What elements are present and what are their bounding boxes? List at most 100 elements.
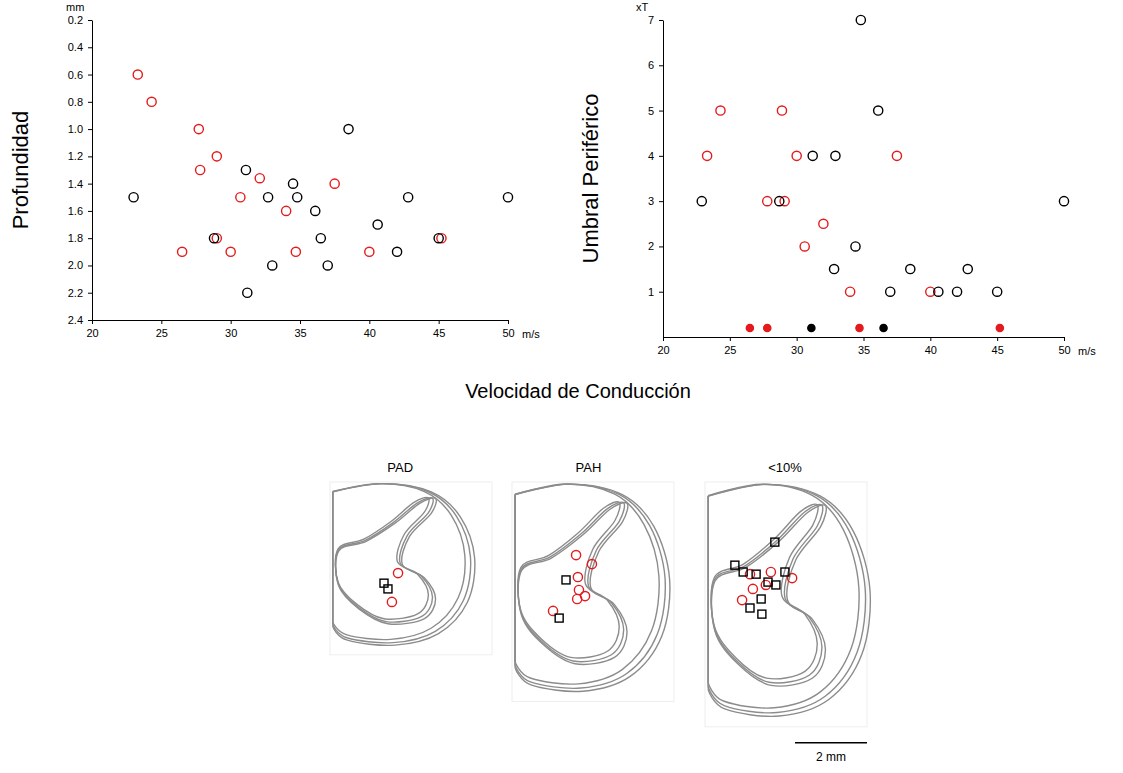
tick: 3 [648, 195, 663, 207]
square-point [739, 568, 747, 576]
tick-label: 1.2 [68, 150, 83, 162]
square-point [771, 538, 779, 546]
circle-point [373, 220, 382, 229]
tick-mark [88, 156, 92, 157]
circle-point [716, 106, 725, 115]
y-axis: 0.20.40.60.81.01.21.41.61.82.02.22.4 [68, 14, 93, 326]
tick-label: 20 [86, 327, 98, 339]
tick-mark [659, 292, 663, 293]
chart: 202530354045501234567Umbral PeriféricoxT… [578, 1, 1096, 357]
circle-point [746, 324, 753, 331]
circle-point [129, 193, 138, 202]
circle-point [880, 324, 887, 331]
circle-point [856, 15, 865, 24]
circle-point [573, 594, 582, 603]
tick: 35 [858, 337, 870, 356]
tick-label: 4 [648, 150, 654, 162]
tick-mark [659, 201, 663, 202]
circle-point [226, 247, 235, 256]
circle-point [291, 247, 300, 256]
cord-outlines [333, 484, 475, 646]
cord-outlines [515, 484, 670, 691]
tick-mark [88, 20, 92, 21]
tick-label: 0.4 [68, 41, 83, 53]
circle-point [892, 151, 901, 160]
tick-label: 3 [648, 195, 654, 207]
panel-title: PAH [576, 460, 602, 475]
circle-point [323, 261, 332, 270]
tick-mark [659, 246, 663, 247]
tick-mark [797, 337, 798, 341]
scale-bar [795, 742, 867, 744]
tick: 0.8 [68, 96, 92, 108]
circle-point [831, 151, 840, 160]
tick: 0.2 [68, 14, 92, 26]
tick: 45 [433, 320, 445, 339]
cord-outline [333, 484, 465, 640]
tick: 30 [791, 337, 803, 356]
square-point [781, 568, 789, 576]
tick-mark [659, 156, 663, 157]
tick-mark [88, 129, 92, 130]
circle-point [993, 287, 1002, 296]
tick-label: 25 [724, 344, 736, 356]
tick-mark [663, 337, 664, 341]
tick-mark [88, 184, 92, 185]
square-point [555, 614, 563, 622]
tick-mark [300, 320, 301, 324]
circle-point [780, 197, 789, 206]
tick-mark [659, 20, 663, 21]
square-point [384, 585, 392, 593]
circle-point [856, 324, 863, 331]
circle-point [996, 324, 1003, 331]
circle-point [886, 287, 895, 296]
circle-point [874, 106, 883, 115]
tick: 1.8 [68, 232, 92, 244]
x-axis-unit: m/s [522, 328, 540, 340]
tick: 30 [225, 320, 237, 339]
circle-point [829, 264, 838, 273]
tick: 1.0 [68, 123, 92, 135]
tick-label: 40 [364, 327, 376, 339]
tick: 2.4 [68, 314, 92, 326]
circle-point [194, 124, 203, 133]
tick-label: 2.2 [68, 287, 83, 299]
circle-point [282, 206, 291, 215]
circle-point [587, 559, 596, 568]
tick-label: 45 [992, 344, 1004, 356]
tick: 35 [294, 320, 306, 339]
circle-point [1059, 197, 1068, 206]
tick-label: 5 [648, 105, 654, 117]
cord-outlines [708, 484, 870, 716]
circle-point [178, 247, 187, 256]
gray-matter-outline [336, 498, 434, 622]
circle-point [808, 324, 815, 331]
circle-point [241, 165, 250, 174]
cord-outline [515, 484, 670, 691]
data-points [731, 538, 797, 618]
tick: 20 [657, 337, 669, 356]
tick: 1.6 [68, 205, 92, 217]
circle-point [434, 234, 443, 243]
panel-title: PAD [387, 460, 413, 475]
tick-label: 45 [433, 327, 445, 339]
tick-label: 30 [225, 327, 237, 339]
circle-point [800, 242, 809, 251]
axis-line [663, 21, 664, 338]
tick-mark [88, 293, 92, 294]
cord-outline [333, 484, 471, 643]
tick: 50 [1058, 337, 1070, 356]
tick-mark [659, 111, 663, 112]
circle-point [792, 151, 801, 160]
circle-point [316, 234, 325, 243]
tick: 2.2 [68, 287, 92, 299]
circle-point [196, 165, 205, 174]
circle-point [392, 247, 401, 256]
circle-point [147, 97, 156, 106]
square-point [746, 604, 754, 612]
tick-label: 1.4 [68, 178, 83, 190]
tick-mark [161, 320, 162, 324]
square-point [764, 578, 772, 586]
gray-matter-outline [711, 505, 822, 683]
tick-label: 2 [648, 240, 654, 252]
